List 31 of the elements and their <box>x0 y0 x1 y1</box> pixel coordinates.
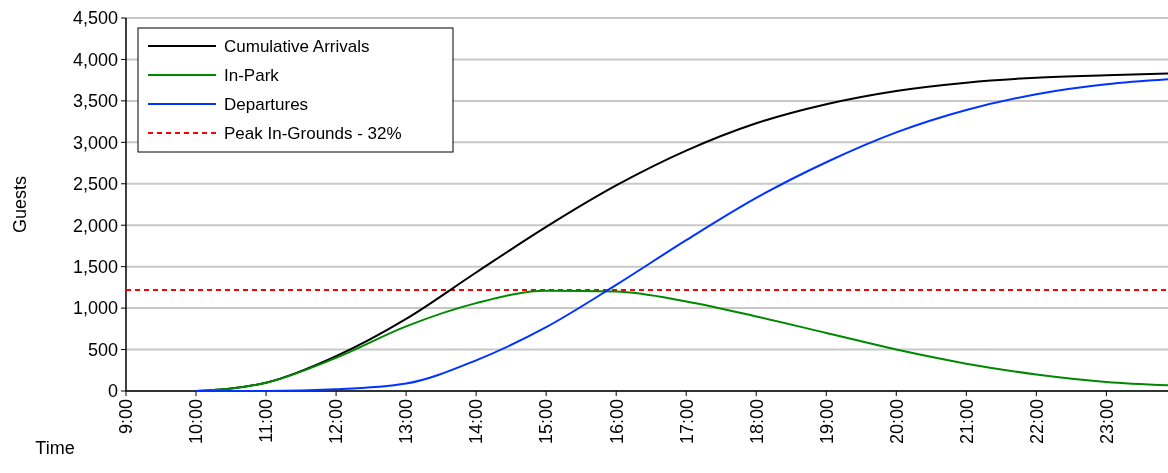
x-tick-label: 22:00 <box>1026 399 1047 445</box>
x-tick-label: 9:00 <box>116 399 137 435</box>
y-tick-label: 0 <box>107 381 118 402</box>
y-tick-label: 3,500 <box>72 91 118 112</box>
y-tick-label: 1,000 <box>72 298 118 319</box>
x-tick-label: 14:00 <box>466 399 487 445</box>
y-tick-label: 3,000 <box>72 132 118 153</box>
x-tick-label: 21:00 <box>956 399 977 445</box>
y-tick-label: 4,000 <box>72 49 118 70</box>
y-tick-label: 2,000 <box>72 215 118 236</box>
x-tick-label: 16:00 <box>606 399 627 445</box>
x-tick-label: 15:00 <box>536 399 557 445</box>
x-tick-label: 12:00 <box>326 399 347 445</box>
y-tick-label: 500 <box>87 339 118 360</box>
y-tick-label: 2,500 <box>72 174 118 195</box>
x-tick-label: 10:00 <box>186 399 207 445</box>
x-tick-label: 20:00 <box>886 399 907 445</box>
legend-label: Cumulative Arrivals <box>224 36 370 56</box>
legend-label: Peak In-Grounds - 32% <box>224 123 402 143</box>
y-axis-title: Guests <box>10 175 30 234</box>
y-tick-label: 1,500 <box>72 256 118 277</box>
x-tick-label: 13:00 <box>396 399 417 445</box>
x-tick-label: 19:00 <box>816 399 837 445</box>
x-axis-title: Time <box>35 438 75 459</box>
legend-label: Departures <box>224 94 309 114</box>
x-tick-label: 11:00 <box>256 399 277 443</box>
legend-label: In-Park <box>224 65 280 85</box>
x-tick-label: 18:00 <box>746 399 767 445</box>
y-tick-label: 4,500 <box>72 8 118 29</box>
x-tick-label: 17:00 <box>676 399 697 445</box>
x-tick-label: 23:00 <box>1096 399 1117 445</box>
